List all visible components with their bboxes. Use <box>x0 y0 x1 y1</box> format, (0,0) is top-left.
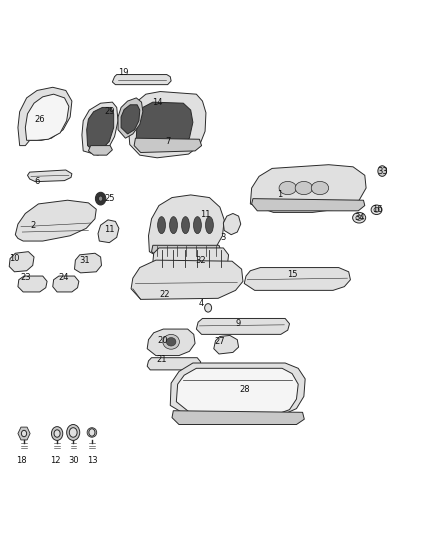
Polygon shape <box>82 102 118 155</box>
Ellipse shape <box>378 166 387 176</box>
Text: 27: 27 <box>215 337 225 346</box>
Text: 13: 13 <box>87 456 97 465</box>
Ellipse shape <box>163 334 180 349</box>
Text: 3: 3 <box>221 233 226 242</box>
Ellipse shape <box>170 216 177 233</box>
Ellipse shape <box>67 424 80 440</box>
Polygon shape <box>252 199 365 211</box>
Ellipse shape <box>194 216 201 233</box>
Polygon shape <box>244 268 350 290</box>
Polygon shape <box>172 411 304 424</box>
Text: 30: 30 <box>68 456 78 465</box>
Text: 12: 12 <box>50 456 61 465</box>
Polygon shape <box>223 214 241 235</box>
Text: 23: 23 <box>20 272 31 281</box>
Ellipse shape <box>279 181 297 195</box>
Text: 26: 26 <box>34 115 45 124</box>
Polygon shape <box>121 105 140 134</box>
Text: 2: 2 <box>30 221 35 230</box>
Polygon shape <box>28 170 72 182</box>
Ellipse shape <box>356 215 362 220</box>
Text: 22: 22 <box>159 289 170 298</box>
Text: 1: 1 <box>277 190 283 199</box>
Polygon shape <box>18 87 72 146</box>
Text: 14: 14 <box>152 98 162 107</box>
Ellipse shape <box>158 216 166 233</box>
Text: 25: 25 <box>104 194 115 203</box>
Polygon shape <box>251 165 366 213</box>
Ellipse shape <box>54 430 60 437</box>
Polygon shape <box>136 102 193 149</box>
Polygon shape <box>25 94 69 140</box>
Polygon shape <box>128 92 206 158</box>
Ellipse shape <box>374 207 379 212</box>
Polygon shape <box>118 98 143 138</box>
Text: 4: 4 <box>199 299 204 308</box>
Ellipse shape <box>353 213 366 223</box>
Text: 33: 33 <box>377 166 388 175</box>
Polygon shape <box>18 427 30 440</box>
Text: 21: 21 <box>156 355 167 364</box>
Ellipse shape <box>89 429 95 436</box>
Polygon shape <box>214 335 239 354</box>
Polygon shape <box>18 276 47 292</box>
Polygon shape <box>88 146 113 155</box>
Ellipse shape <box>182 216 189 233</box>
Polygon shape <box>53 276 79 292</box>
Polygon shape <box>113 75 171 85</box>
Ellipse shape <box>205 216 213 233</box>
Ellipse shape <box>205 304 212 312</box>
Text: 18: 18 <box>16 456 26 465</box>
Ellipse shape <box>295 181 313 195</box>
Polygon shape <box>98 220 119 243</box>
Polygon shape <box>152 245 221 257</box>
Ellipse shape <box>87 427 97 437</box>
Polygon shape <box>134 138 201 152</box>
Text: 31: 31 <box>80 256 90 265</box>
Polygon shape <box>177 368 298 415</box>
Text: 16: 16 <box>373 205 383 214</box>
Text: 28: 28 <box>239 385 250 394</box>
Polygon shape <box>131 260 243 300</box>
Polygon shape <box>147 358 201 370</box>
Text: 10: 10 <box>9 254 20 263</box>
Text: 11: 11 <box>200 210 210 219</box>
Ellipse shape <box>69 427 77 437</box>
Ellipse shape <box>311 181 328 195</box>
Text: 6: 6 <box>35 177 40 186</box>
Text: 11: 11 <box>104 225 115 234</box>
Text: 20: 20 <box>157 336 168 345</box>
Text: 24: 24 <box>58 272 68 281</box>
Text: 19: 19 <box>118 68 128 77</box>
Text: 7: 7 <box>165 138 170 147</box>
Polygon shape <box>74 253 102 273</box>
Polygon shape <box>147 329 195 356</box>
Text: 15: 15 <box>287 270 297 279</box>
Ellipse shape <box>95 192 106 205</box>
Polygon shape <box>9 252 34 272</box>
Polygon shape <box>15 200 96 241</box>
Polygon shape <box>153 248 229 268</box>
Polygon shape <box>170 363 305 418</box>
Ellipse shape <box>51 426 63 440</box>
Polygon shape <box>87 108 114 151</box>
Ellipse shape <box>371 205 382 215</box>
Text: 34: 34 <box>354 213 364 222</box>
Text: 9: 9 <box>236 319 241 328</box>
Polygon shape <box>148 195 224 260</box>
Text: 29: 29 <box>104 107 115 116</box>
Ellipse shape <box>21 430 27 437</box>
Polygon shape <box>196 318 290 334</box>
Text: 32: 32 <box>195 256 206 265</box>
Ellipse shape <box>166 337 176 346</box>
Ellipse shape <box>99 196 103 201</box>
